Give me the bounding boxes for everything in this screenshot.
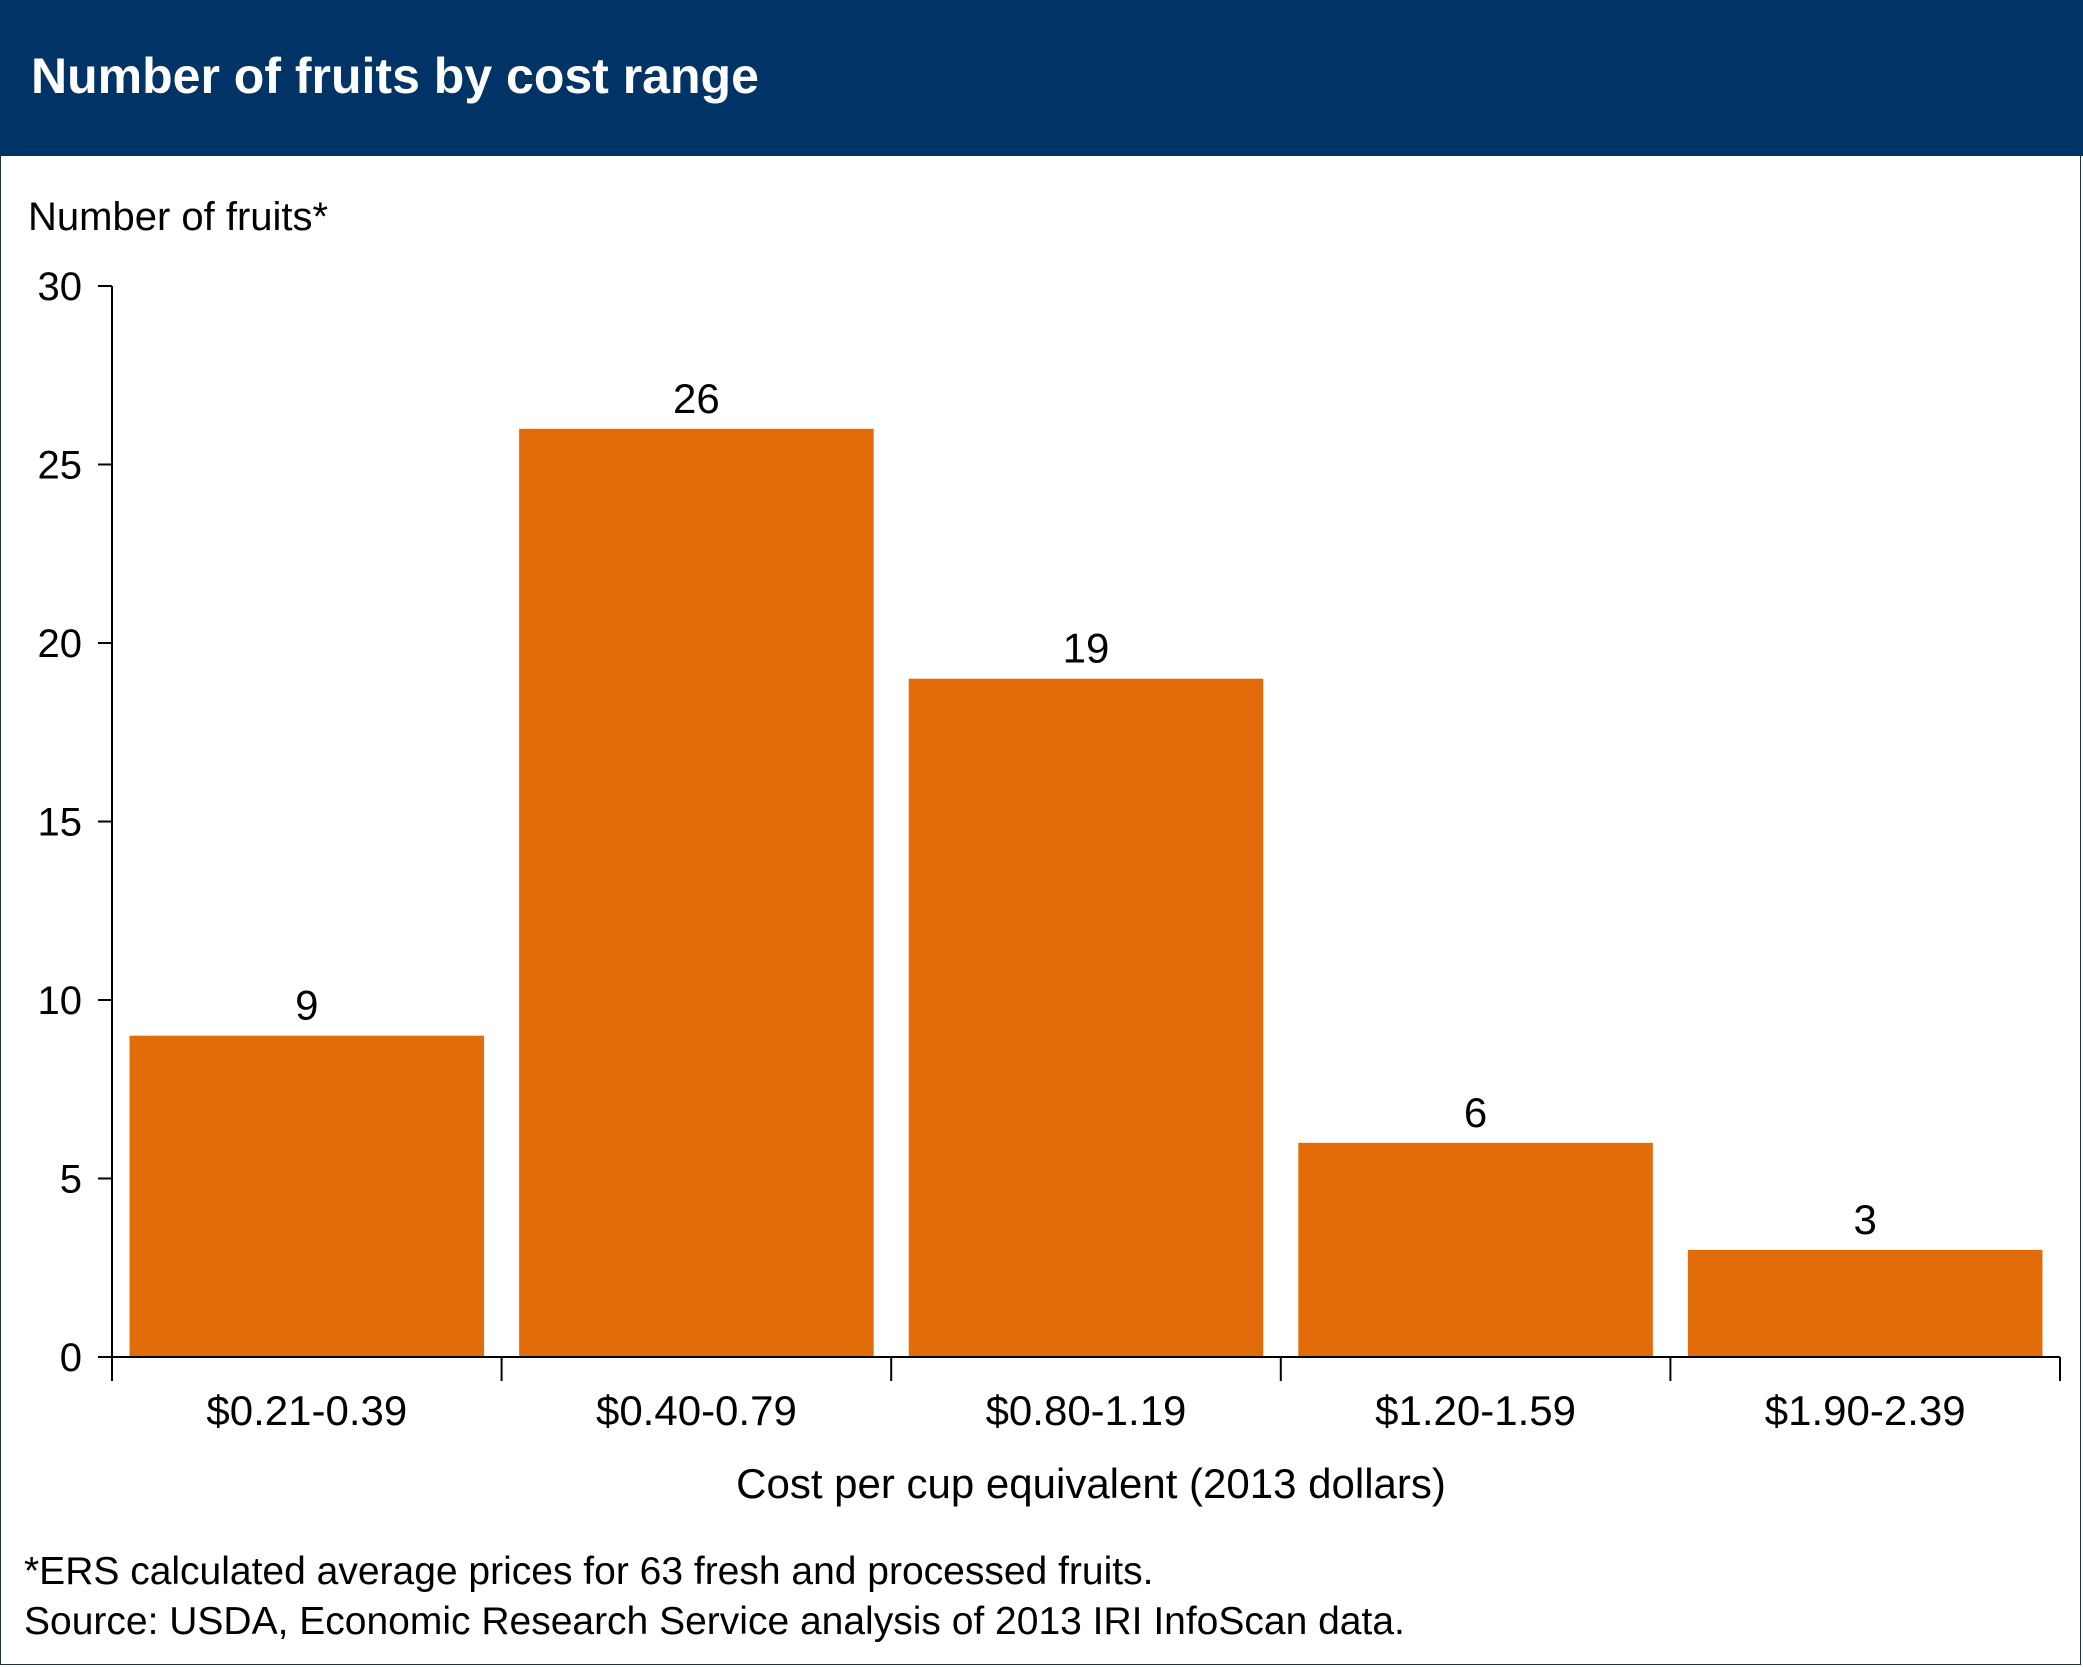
y-tick-label-5: 5 xyxy=(60,1158,82,1202)
bar-5 xyxy=(1687,1249,2043,1357)
y-tick-label-25: 25 xyxy=(38,444,83,488)
bar-4 xyxy=(1298,1142,1653,1357)
x-tick-label-3: $0.80-1.19 xyxy=(986,1387,1187,1434)
x-tick-label-2: $0.40-0.79 xyxy=(596,1387,797,1434)
y-axis-label: Number of fruits* xyxy=(28,195,328,239)
data-label-5: 3 xyxy=(1854,1196,1877,1243)
footnote: *ERS calculated average prices for 63 fr… xyxy=(24,1550,1154,1593)
y-tick-label-20: 20 xyxy=(38,622,83,666)
x-tick-label-1: $0.21-0.39 xyxy=(206,1387,407,1434)
bar-3 xyxy=(908,678,1264,1357)
y-tick-label-30: 30 xyxy=(38,265,83,309)
data-label-2: 26 xyxy=(673,375,720,422)
data-label-1: 9 xyxy=(295,982,318,1029)
source-note: Source: USDA, Economic Research Service … xyxy=(24,1600,1405,1643)
notes: *ERS calculated average prices for 63 fr… xyxy=(24,1547,1405,1647)
data-label-4: 6 xyxy=(1464,1089,1487,1136)
bar-1 xyxy=(129,1035,485,1357)
y-tick-label-15: 15 xyxy=(38,801,83,845)
bar-chart: Number of fruits* 9 26 19 6 3 0 5 10 15 20 25 30 $… xyxy=(28,195,2061,1507)
x-tick-label-5: $1.90-2.39 xyxy=(1765,1387,1966,1434)
x-tick-label-4: $1.20-1.59 xyxy=(1375,1387,1576,1434)
data-label-3: 19 xyxy=(1063,625,1110,672)
y-tick-label-0: 0 xyxy=(60,1336,82,1380)
chart-title: Number of fruits by cost range xyxy=(31,48,759,104)
y-tick-label-10: 10 xyxy=(38,979,83,1023)
header-bar: Number of fruits by cost range xyxy=(0,0,2083,156)
bar-2 xyxy=(519,428,874,1357)
x-axis-label: Cost per cup equivalent (2013 dollars) xyxy=(736,1460,1446,1507)
